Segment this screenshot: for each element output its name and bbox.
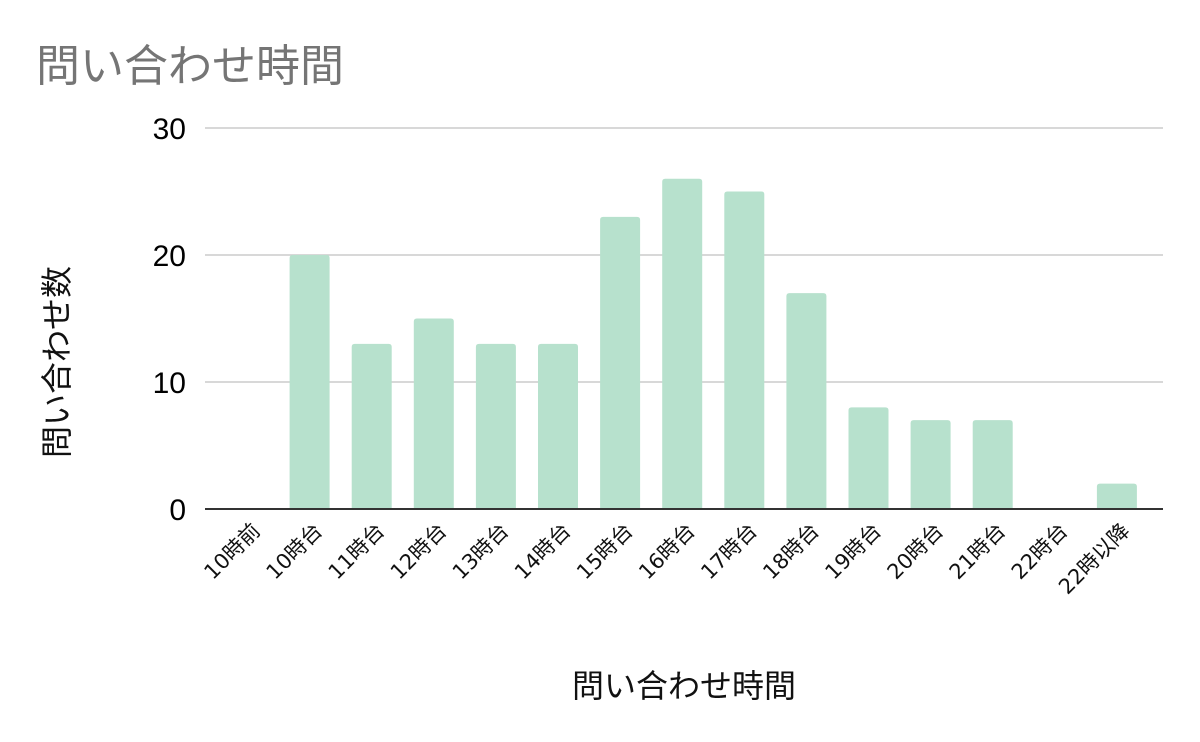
bar: [910, 420, 951, 509]
x-tick-label: 14時台: [510, 519, 576, 585]
y-tick-label: 0: [169, 494, 186, 527]
x-tick-label: 13時台: [448, 519, 514, 585]
bar: [289, 255, 330, 509]
x-tick-label: 11時台: [324, 519, 390, 585]
chart-title: 問い合わせ時間: [36, 41, 344, 92]
bar: [786, 293, 827, 509]
bar: [662, 178, 703, 510]
x-tick-label: 17時台: [696, 519, 762, 585]
bar: [475, 343, 516, 509]
y-axis-title: 問い合わせ数: [38, 266, 76, 458]
x-tick-label: 15時台: [572, 519, 638, 585]
x-tick-label: 16時台: [634, 519, 700, 585]
x-tick-label: 10時前: [199, 519, 265, 585]
bar: [538, 343, 578, 509]
y-tick-label: 20: [153, 240, 186, 273]
bar: [413, 318, 454, 509]
bar: [1096, 483, 1137, 509]
x-tick-label: 12時台: [386, 519, 452, 585]
bars: [289, 178, 1137, 510]
x-tick-label: 20時台: [883, 519, 949, 585]
y-tick-label: 30: [153, 113, 186, 146]
bar: [351, 343, 392, 509]
bar: [848, 407, 889, 509]
bar: [724, 191, 765, 509]
x-tick-label: 21時台: [945, 519, 1011, 585]
x-tick-label: 10時台: [262, 519, 328, 585]
bar: [972, 420, 1013, 509]
bar: [600, 216, 641, 509]
y-tick-label: 10: [153, 367, 186, 400]
x-tick-label: 19時台: [820, 519, 886, 585]
x-tick-label: 18時台: [758, 519, 824, 585]
x-axis-title: 問い合わせ時間: [572, 667, 796, 705]
